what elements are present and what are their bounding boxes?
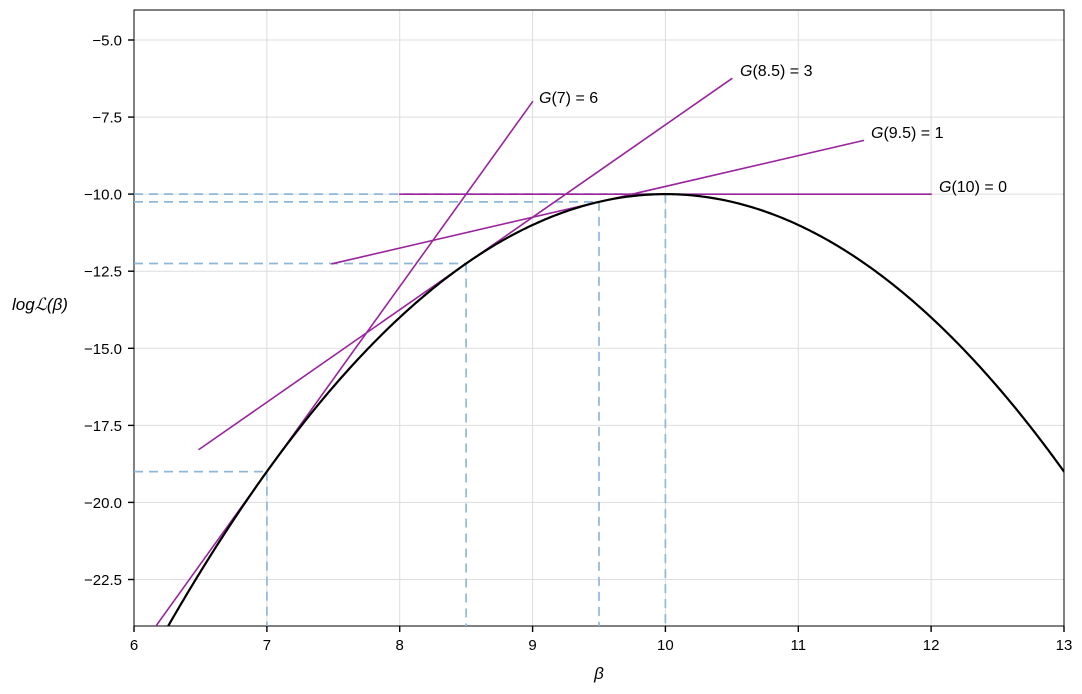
svg-text:13: 13 [1056, 637, 1073, 654]
svg-text:G(7) = 6: G(7) = 6 [539, 90, 598, 107]
svg-text:−12.5: −12.5 [84, 264, 122, 281]
svg-text:12: 12 [923, 637, 940, 654]
svg-text:−5.0: −5.0 [92, 33, 122, 50]
svg-text:−10.0: −10.0 [84, 187, 122, 204]
svg-text:−15.0: −15.0 [84, 341, 122, 358]
svg-text:7: 7 [263, 637, 271, 654]
svg-text:6: 6 [130, 637, 138, 654]
svg-text:logℒ(β): logℒ(β) [12, 295, 68, 314]
svg-text:−20.0: −20.0 [84, 495, 122, 512]
svg-text:G(10) = 0: G(10) = 0 [939, 179, 1007, 196]
svg-text:G(8.5) = 3: G(8.5) = 3 [740, 63, 813, 80]
svg-text:G(9.5) = 1: G(9.5) = 1 [871, 125, 944, 142]
svg-text:10: 10 [657, 637, 674, 654]
svg-text:−22.5: −22.5 [84, 572, 122, 589]
svg-text:11: 11 [791, 637, 807, 654]
svg-text:8: 8 [396, 637, 404, 654]
svg-text:−7.5: −7.5 [92, 110, 122, 127]
svg-text:β: β [593, 664, 604, 683]
svg-text:9: 9 [528, 637, 536, 654]
svg-text:−17.5: −17.5 [84, 418, 122, 435]
